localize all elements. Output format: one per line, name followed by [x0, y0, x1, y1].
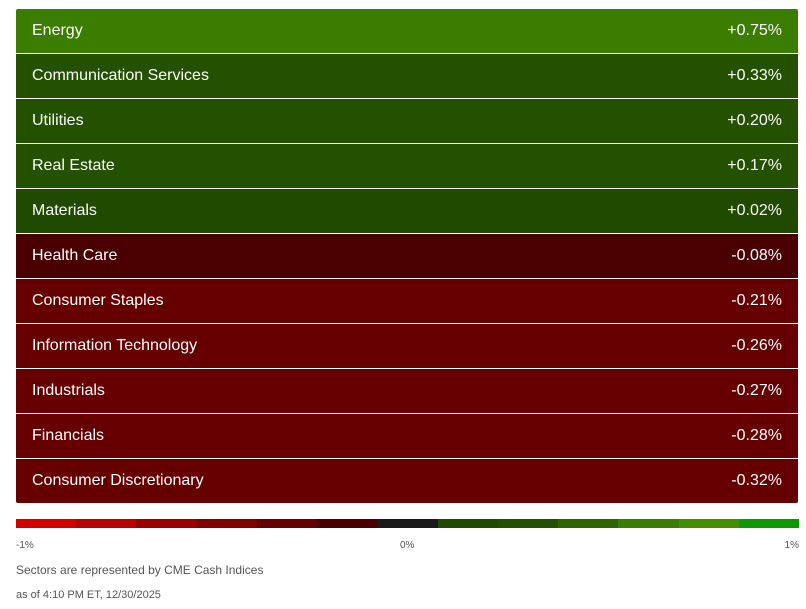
sector-row[interactable]: Information Technology -0.26% — [16, 324, 798, 369]
sector-name: Energy — [32, 22, 83, 39]
sector-change: -0.08% — [731, 247, 782, 264]
sector-name: Health Care — [32, 247, 118, 264]
scale-segment — [618, 519, 679, 528]
sector-row[interactable]: Utilities +0.20% — [16, 99, 798, 144]
scale-segment — [256, 519, 318, 528]
sector-name: Information Technology — [32, 337, 198, 354]
sector-name: Consumer Discretionary — [32, 472, 204, 489]
sector-change: +0.33% — [727, 67, 782, 84]
sector-list: Energy +0.75% Communication Services +0.33%… — [16, 9, 798, 503]
sector-row[interactable]: Financials -0.28% — [16, 414, 798, 459]
sector-row[interactable]: Energy +0.75% — [16, 9, 798, 54]
sector-change: +0.17% — [727, 157, 782, 174]
sector-change: -0.32% — [731, 472, 782, 489]
sector-change: -0.21% — [731, 292, 782, 309]
sector-row[interactable]: Real Estate +0.17% — [16, 144, 798, 189]
color-scale-bar — [16, 519, 800, 528]
sector-name: Real Estate — [32, 157, 115, 174]
sector-change: -0.26% — [731, 337, 782, 354]
sector-row[interactable]: Industrials -0.27% — [16, 369, 798, 414]
sector-row[interactable]: Communication Services +0.33% — [16, 54, 798, 99]
sector-change: +0.75% — [727, 22, 782, 39]
sector-row[interactable]: Health Care -0.08% — [16, 234, 798, 279]
sector-change: -0.28% — [731, 427, 782, 444]
scale-segment — [136, 519, 197, 528]
scale-max-label: 1% — [784, 540, 799, 551]
sector-change: -0.27% — [731, 382, 782, 399]
scale-segment — [196, 519, 257, 528]
sector-row[interactable]: Consumer Staples -0.21% — [16, 279, 798, 324]
source-note: Sectors are represented by CME Cash Indi… — [16, 563, 264, 577]
scale-segment — [738, 519, 800, 528]
sector-change: +0.02% — [727, 202, 782, 219]
scale-segment — [558, 519, 619, 528]
scale-segment — [377, 519, 438, 528]
sector-name: Financials — [32, 427, 105, 444]
scale-mid-label: 0% — [400, 540, 415, 551]
sector-row[interactable]: Consumer Discretionary -0.32% — [16, 459, 798, 503]
sector-name: Communication Services — [32, 67, 209, 84]
scale-segment — [317, 519, 378, 528]
sector-name: Utilities — [32, 112, 84, 129]
sector-row[interactable]: Materials +0.02% — [16, 189, 798, 234]
scale-segment — [678, 519, 739, 528]
sector-name: Consumer Staples — [32, 292, 164, 309]
sector-change: +0.20% — [727, 112, 782, 129]
scale-segment — [16, 519, 77, 528]
scale-segment — [497, 519, 559, 528]
scale-segment — [437, 519, 498, 528]
sector-name: Materials — [32, 202, 97, 219]
sector-name: Industrials — [32, 382, 105, 399]
as-of-timestamp: as of 4:10 PM ET, 12/30/2025 — [16, 589, 161, 601]
scale-min-label: -1% — [16, 540, 34, 551]
scale-segment — [76, 519, 137, 528]
